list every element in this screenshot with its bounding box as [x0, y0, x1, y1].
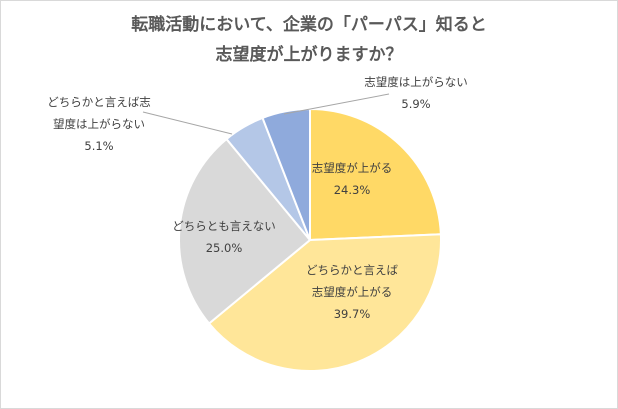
slice-label-line: どちらかと言えば [306, 263, 398, 277]
slice-label-5: 志望度は上がらない 5.9% [364, 75, 468, 111]
chart-title: 転職活動において、企業の「パーパス」知ると 志望度が上がりますか？ [0, 10, 618, 70]
pie-slice-1 [309, 107, 442, 242]
slice-label-line: 志望度が上がる [312, 161, 393, 175]
leader-line-5 [283, 93, 390, 115]
slice-value-2: 39.7% [334, 307, 371, 321]
pie-slice-2 [207, 233, 442, 372]
slice-label-line: どちらとも言えない [172, 219, 276, 233]
slice-value-5: 5.9% [401, 97, 430, 111]
slice-label-line: どちらかと言えば志 [47, 95, 151, 109]
leader-line-4 [142, 111, 233, 135]
slice-label-line: 志望度は上がらない [364, 75, 468, 89]
slice-label-2: どちらかと言えば志望度が上がる 39.7% [306, 263, 398, 321]
pie-slice-3 [178, 137, 312, 325]
slice-value-4: 5.1% [84, 139, 113, 153]
slice-label-3: どちらとも言えない 25.0% [172, 219, 276, 255]
slice-label-1: 志望度が上がる 24.3% [312, 161, 393, 197]
chart-title-line-1: 転職活動において、企業の「パーパス」知ると [131, 15, 487, 35]
slice-label-line: 志望度が上がる [312, 285, 393, 299]
chart-title-line-2: 志望度が上がりますか？ [215, 45, 403, 65]
slice-label-4: どちらかと言えば志望度は上がらない 5.1% [47, 95, 151, 153]
slice-value-1: 24.3% [334, 183, 371, 197]
slice-label-line: 望度は上がらない [53, 117, 145, 131]
slice-value-3: 25.0% [206, 241, 243, 255]
